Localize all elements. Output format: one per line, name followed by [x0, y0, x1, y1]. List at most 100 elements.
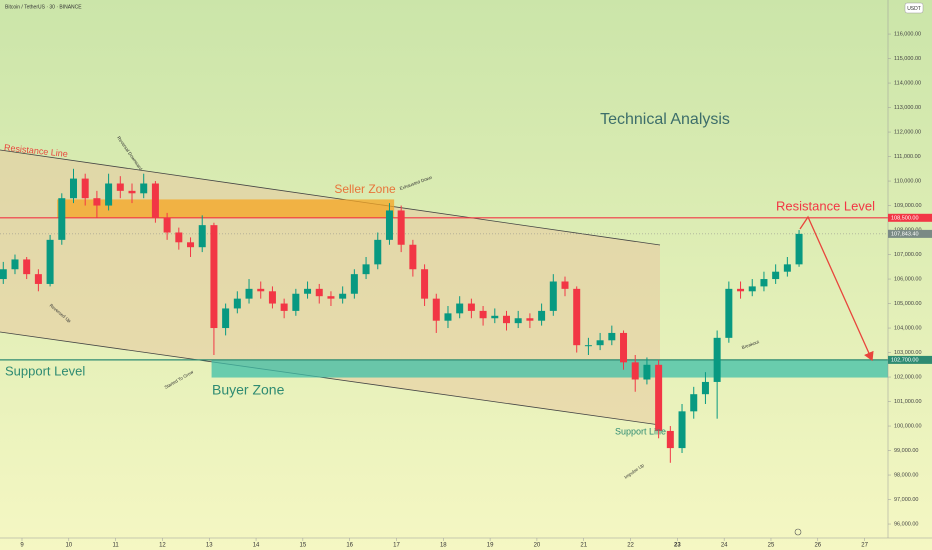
candle-body	[11, 259, 19, 270]
zone	[57, 199, 395, 218]
candle-body	[514, 318, 522, 324]
x-tick-label: 13	[206, 543, 213, 549]
candle-body	[280, 303, 288, 311]
level-name: Support Level	[5, 363, 85, 378]
x-tick-label: 16	[346, 543, 353, 549]
price-tag-label: 107,843.40	[891, 231, 919, 237]
candle-body	[350, 274, 358, 294]
y-tick-label: 113,000.00	[894, 105, 921, 111]
y-tick-label: 98,000.00	[894, 472, 918, 478]
candle-body	[116, 183, 124, 191]
candle-body	[151, 183, 159, 218]
x-tick-label: 10	[65, 543, 72, 549]
candle-body	[643, 364, 651, 380]
y-tick-label: 105,000.00	[894, 301, 922, 307]
x-tick-label: 9	[20, 543, 24, 549]
y-tick-label: 114,000.00	[894, 81, 921, 87]
candle-body	[175, 232, 183, 243]
level-name: Resistance Level	[776, 198, 875, 213]
candle-body	[666, 430, 674, 449]
candle-body	[467, 303, 475, 311]
candle-body	[140, 183, 148, 194]
candle-body	[0, 269, 7, 280]
y-tick-label: 109,000.00	[894, 203, 922, 209]
annotation: Breakout	[741, 339, 760, 350]
candle-body	[620, 332, 628, 363]
currency: USDT	[907, 6, 921, 12]
candle-body	[268, 291, 276, 304]
candle-body	[245, 288, 253, 299]
candle-body	[526, 318, 534, 321]
candle-body	[421, 269, 429, 299]
candle-body	[163, 217, 171, 233]
x-tick-label: 17	[393, 543, 400, 549]
annotation: Support Line	[615, 426, 666, 436]
price-tag	[888, 229, 932, 238]
x-tick-label: 22	[627, 543, 634, 549]
y-tick-label: 97,000.00	[894, 497, 918, 503]
x-tick-label: 20	[534, 543, 541, 549]
candle-body	[690, 394, 698, 412]
candle-body	[549, 281, 557, 311]
candle-body	[69, 178, 77, 199]
candle-body	[58, 198, 66, 240]
candle-body	[573, 288, 581, 346]
candle-body	[315, 288, 323, 297]
x-tick-label: 14	[253, 543, 260, 549]
candle-body	[608, 332, 616, 341]
candle-body	[374, 239, 382, 265]
projection-arrow	[799, 215, 874, 362]
candle-body	[233, 298, 241, 309]
candle-body	[795, 233, 803, 265]
candle-body	[257, 288, 265, 292]
candle-body	[561, 281, 569, 289]
price-tag-label: 108,500.00	[891, 215, 919, 221]
candle-body	[105, 183, 113, 206]
y-tick-label: 115,000.00	[894, 56, 921, 62]
candle-body	[456, 303, 464, 314]
candle-body	[222, 308, 230, 329]
y-tick-label: 110,000.00	[894, 179, 921, 185]
candle-body	[409, 244, 417, 270]
candle-body	[339, 293, 347, 299]
y-tick-label: 102,000.00	[894, 374, 922, 380]
candle-body	[385, 210, 393, 240]
x-tick-label: 15	[300, 543, 307, 549]
candle-body	[655, 364, 663, 431]
zone-label: Buyer Zone	[212, 382, 285, 398]
zone	[211, 359, 889, 378]
candle-body	[210, 225, 218, 329]
x-tick-label: 19	[487, 543, 494, 549]
x-tick-label: 27	[861, 543, 868, 549]
y-tick-label: 104,000.00	[894, 325, 922, 331]
symbol-title: Bitcoin / TetherUS · 30 · BINANCE	[5, 4, 82, 10]
x-tick-label: 18	[440, 543, 447, 549]
x-tick-label: 11	[113, 543, 120, 549]
candle-body	[327, 296, 335, 299]
support-line	[0, 331, 661, 426]
candle-body	[81, 178, 89, 199]
candle-body	[444, 313, 452, 321]
candle-body	[128, 190, 136, 194]
candle-body	[397, 210, 405, 245]
candle-body	[502, 315, 510, 324]
candle-body	[737, 288, 745, 292]
x-tick-label: 12	[159, 543, 166, 549]
x-tick-label: 24	[721, 543, 728, 549]
replay-icon[interactable]	[794, 528, 802, 536]
y-tick-label: 101,000.00	[894, 399, 922, 405]
y-tick-label: 106,000.00	[894, 276, 922, 282]
y-tick-label: 103,000.00	[894, 350, 922, 356]
y-tick-label: 107,000.00	[894, 252, 922, 258]
candle-body	[631, 362, 639, 380]
candle-body	[491, 315, 499, 319]
price-tag-label: 102,700.00	[891, 357, 919, 363]
candle-body	[783, 264, 791, 272]
candle-body	[292, 293, 300, 311]
candle-body	[760, 279, 768, 287]
resistance-line	[0, 149, 661, 246]
candle-body	[725, 288, 733, 338]
y-tick-label: 112,000.00	[894, 130, 921, 136]
price-tag	[888, 213, 932, 222]
candle-body	[46, 239, 54, 284]
